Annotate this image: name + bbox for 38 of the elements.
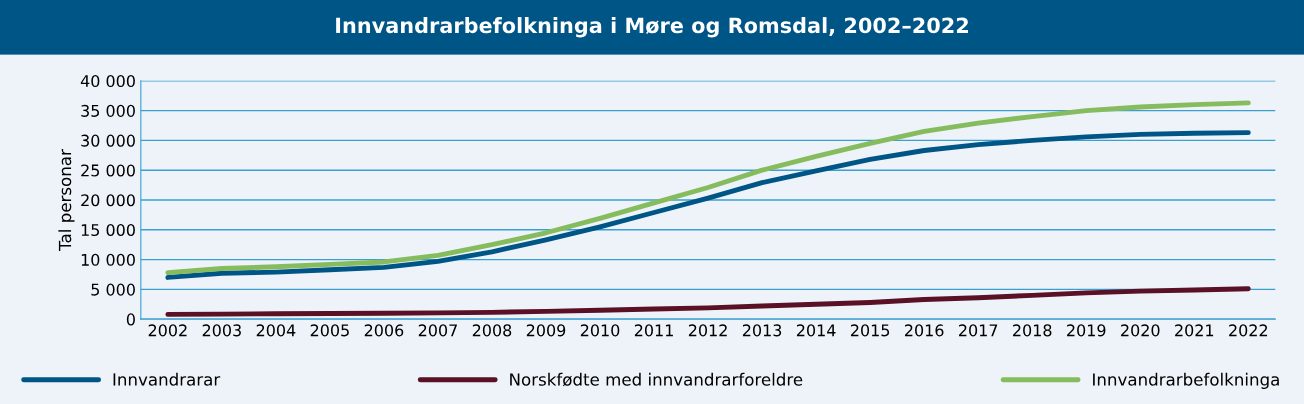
legend-label: Norskfødte med innvandrarforeldre bbox=[510, 372, 803, 387]
x-tick-label: 2019 bbox=[1067, 324, 1106, 337]
x-tick-label: 2002 bbox=[148, 324, 187, 337]
x-tick-label: 2008 bbox=[472, 324, 512, 337]
y-tick-label: 25 000 bbox=[81, 164, 135, 177]
x-tick-label: 2015 bbox=[850, 324, 890, 337]
x-tick-label: 2016 bbox=[905, 324, 944, 337]
y-tick-label: 35 000 bbox=[81, 104, 135, 117]
x-tick-label: 2022 bbox=[1229, 324, 1268, 337]
y-tick-label: 40 000 bbox=[80, 75, 135, 88]
x-tick-label: 2011 bbox=[634, 324, 673, 337]
y-tick-label: 5 000 bbox=[91, 283, 135, 296]
x-tick-label: 2010 bbox=[580, 324, 620, 337]
x-tick-label: 2004 bbox=[256, 324, 296, 337]
x-tick-label: 2020 bbox=[1121, 324, 1160, 337]
y-tick-label: 15 000 bbox=[81, 223, 135, 237]
x-tick-label: 2012 bbox=[688, 324, 727, 337]
x-tick-label: 2006 bbox=[364, 324, 404, 337]
line-series bbox=[165, 130, 1251, 280]
y-axis-title: Tal personar bbox=[58, 149, 75, 251]
legend-label: Innvandrarar bbox=[113, 372, 221, 386]
y-tick-label: 0 bbox=[126, 313, 135, 326]
x-tick-label: 2005 bbox=[310, 324, 349, 337]
x-tick-label: 2021 bbox=[1175, 324, 1214, 337]
y-tick-label: 10 000 bbox=[81, 253, 135, 266]
x-tick-label: 2018 bbox=[1013, 324, 1052, 337]
x-tick-label: 2014 bbox=[796, 324, 836, 337]
x-tick-label: 2003 bbox=[202, 324, 241, 337]
x-tick-label: 2009 bbox=[526, 324, 566, 337]
line-series bbox=[165, 286, 1251, 317]
x-tick-label: 2007 bbox=[418, 324, 457, 337]
legend-label: Innvandrarbefolkninga bbox=[1093, 372, 1279, 389]
x-tick-label: 2013 bbox=[742, 324, 782, 337]
y-tick-label: 20 000 bbox=[81, 194, 135, 207]
chart-title: Innvandrarbefolkninga i Møre og Romsdal, 2002–2022 bbox=[336, 17, 968, 38]
x-tick-label: 2017 bbox=[959, 324, 998, 337]
line-series bbox=[165, 100, 1251, 276]
y-tick-label: 30 000 bbox=[81, 134, 135, 147]
